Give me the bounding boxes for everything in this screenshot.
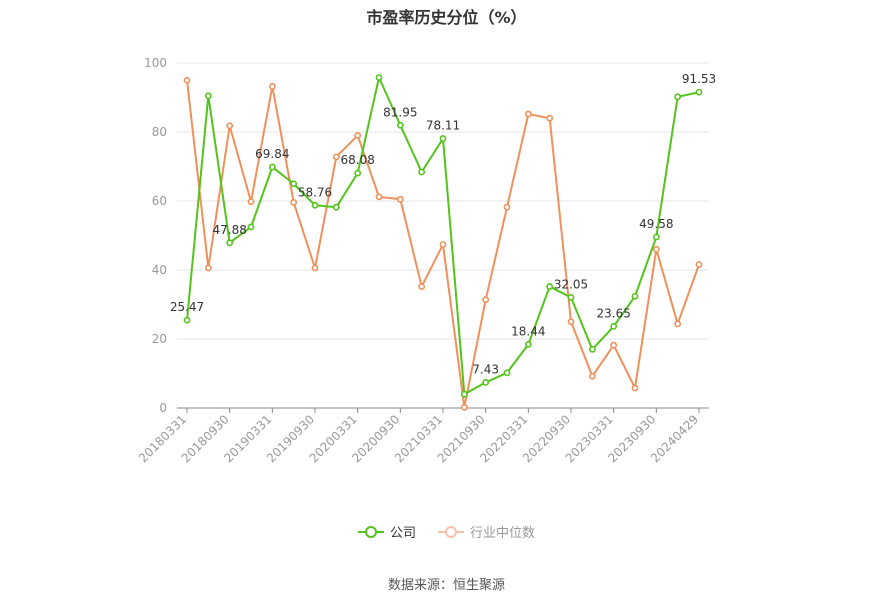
data-point-industry — [674, 320, 682, 328]
data-labels: 25.47 47.88 69.84 58.76 68.08 81.95 78.11 7.43 1… — [170, 72, 716, 376]
data-label: 23.65 — [596, 306, 630, 320]
y-tick-label: 20 — [152, 332, 167, 346]
data-label: 58.76 — [298, 185, 332, 199]
data-point-industry — [226, 122, 234, 130]
data-point-industry — [247, 198, 255, 206]
data-point-company — [674, 93, 682, 101]
data-point-industry — [482, 296, 490, 304]
data-point-industry — [695, 261, 703, 268]
data-source-note: 数据来源：恒生聚源 — [387, 578, 505, 593]
data-point-industry — [418, 283, 426, 290]
data-label: 78.11 — [426, 119, 460, 133]
data-label: 47.88 — [212, 223, 246, 237]
chart-title: 市盈率历史分位（%） — [366, 8, 527, 27]
data-point-company — [567, 294, 575, 301]
data-point-company — [439, 135, 447, 142]
data-label: 81.95 — [383, 105, 417, 119]
legend-company-marker-icon — [357, 525, 384, 538]
data-label: 91.53 — [682, 72, 716, 86]
data-point-company — [332, 203, 340, 211]
series-lines — [183, 74, 703, 411]
data-point-industry — [354, 132, 362, 139]
data-point-company — [610, 323, 618, 330]
data-label: 32.05 — [554, 277, 588, 291]
data-point-industry — [396, 195, 404, 203]
data-point-industry — [332, 153, 340, 161]
legend-item-company[interactable]: 公司 — [357, 522, 416, 541]
data-label: 69.84 — [255, 147, 289, 161]
data-point-industry — [588, 372, 596, 380]
legend-item-industry[interactable]: 行业中位数 — [438, 522, 535, 541]
data-point-industry — [546, 114, 554, 122]
data-point-industry — [503, 203, 511, 211]
data-point-industry — [567, 318, 575, 326]
data-point-company — [588, 345, 596, 353]
data-point-company — [290, 180, 298, 188]
data-point-company — [226, 239, 234, 247]
y-tick-label: 40 — [152, 263, 167, 277]
axes: 0204060801002018033120180930201903312019… — [136, 56, 709, 465]
data-label: 7.43 — [472, 362, 499, 376]
data-point-company — [396, 121, 404, 129]
data-point-industry — [311, 264, 319, 272]
data-point-industry — [524, 110, 532, 118]
y-tick-label: 80 — [152, 125, 167, 139]
data-point-company — [503, 369, 511, 377]
data-point-company — [311, 201, 319, 209]
data-point-company — [652, 233, 660, 241]
legend-industry-label: 行业中位数 — [470, 526, 536, 541]
y-tick-label: 60 — [152, 194, 167, 208]
data-point-industry — [375, 193, 383, 201]
data-point-company — [482, 378, 490, 386]
data-point-company — [524, 340, 532, 348]
data-point-industry — [290, 198, 298, 206]
data-point-industry — [439, 241, 447, 248]
data-point-company — [418, 168, 426, 176]
data-label: 18.44 — [511, 324, 545, 338]
grid-lines — [177, 62, 709, 340]
y-tick-label: 100 — [144, 56, 167, 70]
data-point-company — [695, 88, 703, 96]
legend-company-label: 公司 — [389, 526, 416, 541]
data-point-company — [247, 223, 255, 231]
data-point-company — [631, 292, 639, 300]
data-point-company — [375, 74, 383, 81]
data-label: 68.08 — [340, 153, 374, 167]
data-point-industry — [610, 341, 618, 349]
data-point-company — [354, 169, 362, 177]
y-tick-label: 0 — [159, 401, 167, 415]
data-point-industry — [268, 83, 276, 90]
data-label: 25.47 — [170, 300, 204, 314]
data-point-industry — [460, 403, 468, 411]
data-label: 49.58 — [639, 217, 673, 231]
data-point-company — [183, 316, 191, 324]
data-point-industry — [631, 384, 639, 392]
data-point-industry — [183, 76, 191, 84]
data-point-company — [268, 163, 276, 171]
data-point-company — [546, 283, 554, 290]
data-point-industry — [652, 245, 660, 253]
data-point-company — [460, 390, 468, 398]
data-point-industry — [204, 264, 212, 272]
data-point-company — [204, 92, 212, 100]
legend-industry-marker-icon — [438, 525, 464, 538]
legend: 公司 行业中位数 — [0, 522, 893, 541]
